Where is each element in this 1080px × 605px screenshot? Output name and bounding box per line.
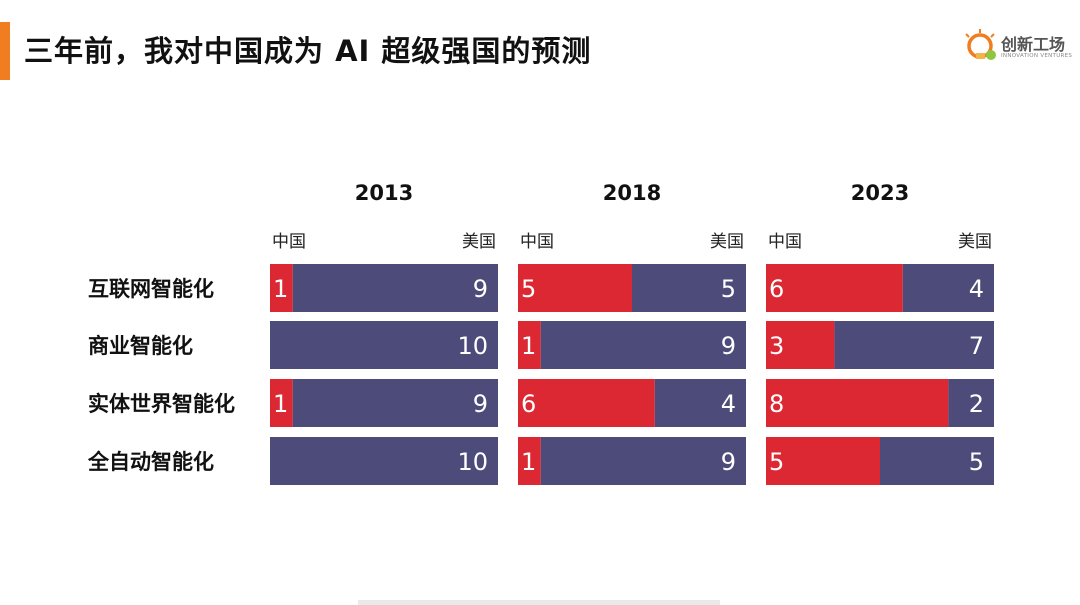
bar-china (518, 437, 541, 485)
lightbulb-icon (965, 29, 996, 60)
bottom-strip (358, 600, 720, 605)
category-label: 实体世界智能化 (88, 392, 235, 416)
value-label-china: 6 (521, 390, 536, 418)
value-label-china: 1 (273, 390, 288, 418)
bar-china (270, 379, 293, 427)
bar-usa (540, 437, 746, 485)
bar-usa (880, 437, 994, 485)
category-label: 互联网智能化 (88, 277, 214, 301)
bar-usa (292, 379, 498, 427)
value-label-usa: 2 (969, 390, 984, 418)
year-label: 2023 (851, 181, 909, 205)
bar-usa (902, 264, 994, 312)
series-label-china: 中国 (520, 232, 554, 252)
bar-china (766, 437, 880, 485)
bar-usa (654, 379, 746, 427)
value-label-usa: 4 (721, 390, 736, 418)
bar-usa (540, 321, 746, 369)
page-title: 三年前，我对中国成为 AI 超级强国的预测 (24, 34, 592, 68)
series-label-china: 中国 (272, 232, 306, 252)
value-label-china: 5 (521, 275, 536, 303)
value-label-china: 1 (521, 448, 536, 476)
bar-usa (292, 264, 498, 312)
value-label-usa: 9 (473, 390, 488, 418)
title-accent-bar (0, 22, 10, 80)
value-label-china: 5 (769, 448, 784, 476)
series-label-usa: 美国 (462, 232, 496, 252)
logo-subtitle: INNOVATION VENTURES (1001, 53, 1073, 59)
value-label-usa: 7 (969, 332, 984, 360)
value-label-usa: 9 (721, 448, 736, 476)
value-label-usa: 9 (721, 332, 736, 360)
value-label-usa: 5 (721, 275, 736, 303)
bar-china (518, 264, 632, 312)
bar-usa (834, 321, 994, 369)
value-label-china: 1 (273, 275, 288, 303)
year-label: 2018 (603, 181, 661, 205)
bar-usa (948, 379, 994, 427)
bar-usa (270, 437, 498, 485)
bar-china (518, 379, 655, 427)
year-label: 2013 (355, 181, 413, 205)
bar-usa (270, 321, 498, 369)
category-label: 全自动智能化 (87, 450, 214, 474)
bar-china (766, 379, 949, 427)
bar-china (766, 264, 903, 312)
series-label-usa: 美国 (710, 232, 744, 252)
value-label-china: 8 (769, 390, 784, 418)
series-label-china: 中国 (768, 232, 802, 252)
series-label-usa: 美国 (958, 232, 992, 252)
value-label-usa: 5 (969, 448, 984, 476)
category-label: 商业智能化 (88, 334, 193, 358)
value-label-usa: 10 (457, 332, 488, 360)
bar-china (518, 321, 541, 369)
bar-china (766, 321, 835, 369)
value-label-usa: 4 (969, 275, 984, 303)
value-label-china: 3 (769, 332, 784, 360)
bar-china (270, 264, 293, 312)
bar-usa (632, 264, 746, 312)
logo-name: 创新工场 (1001, 35, 1066, 54)
value-label-usa: 9 (473, 275, 488, 303)
value-label-china: 6 (769, 275, 784, 303)
value-label-china: 1 (521, 332, 536, 360)
value-label-usa: 10 (457, 448, 488, 476)
